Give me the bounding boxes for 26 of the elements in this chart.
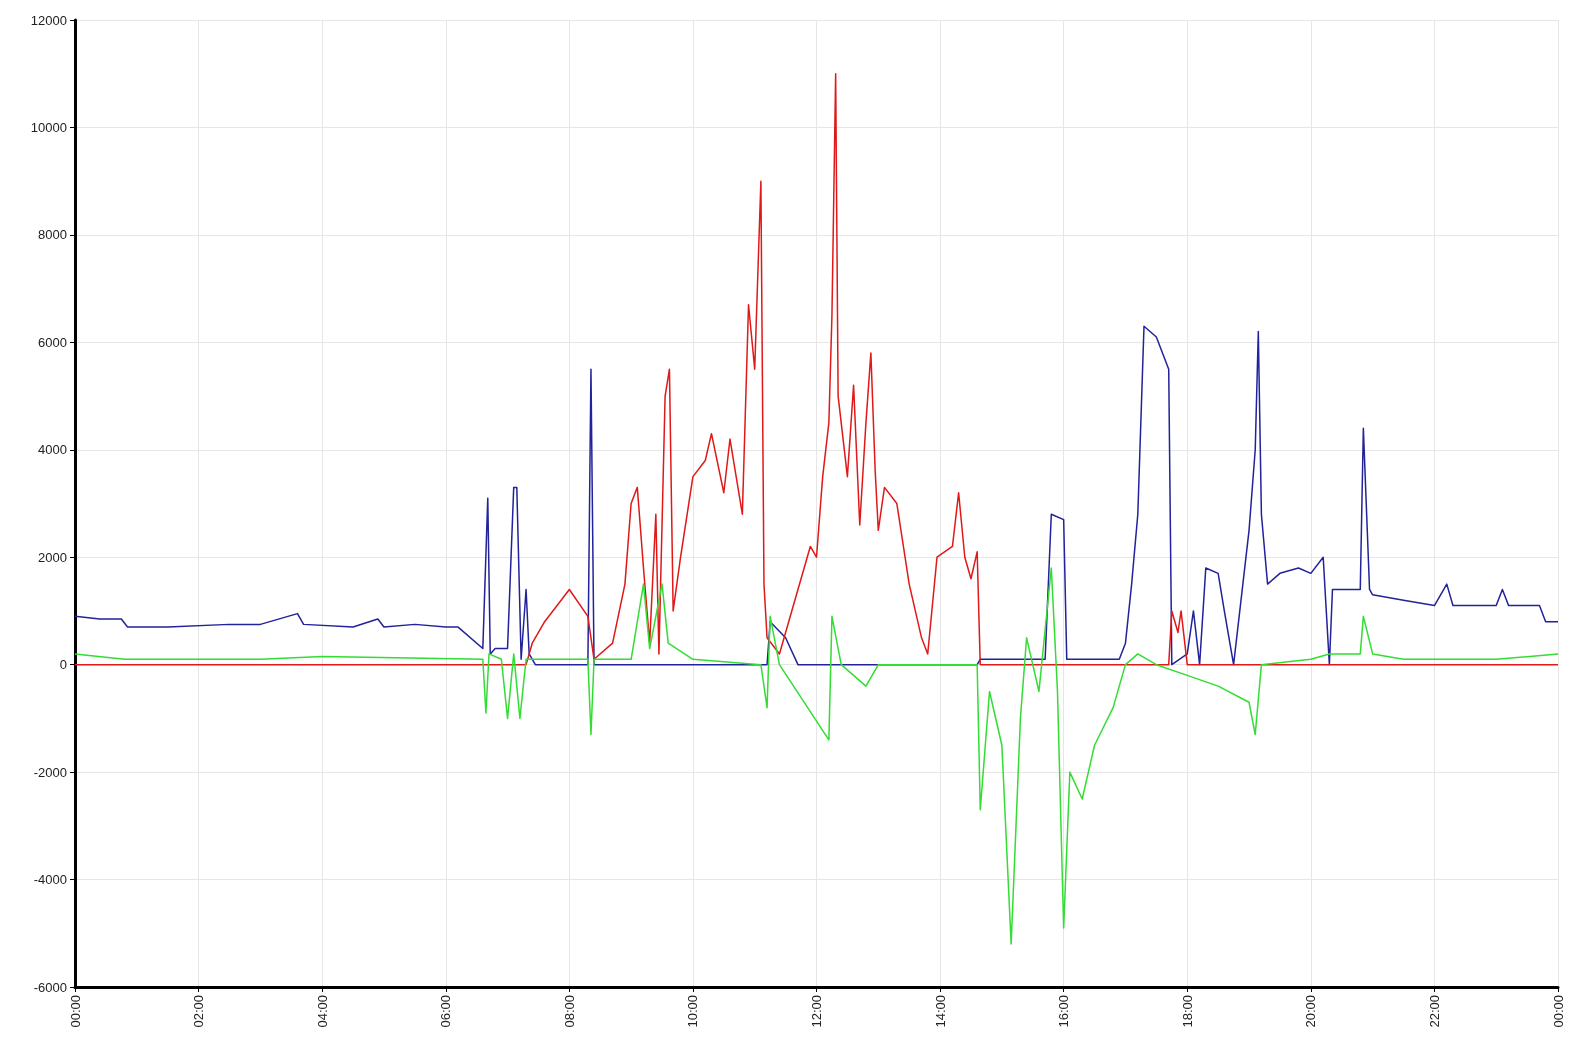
y-tick-label: 10000 (30, 119, 67, 135)
line-series (74, 325, 1559, 666)
x-tick-label: 16:00 (1056, 995, 1072, 1028)
y-tick-label: -4000 (33, 872, 67, 888)
line-series (74, 72, 1559, 666)
x-tick-label: 06:00 (438, 995, 454, 1028)
y-tick-label: -6000 (33, 979, 67, 995)
x-tick-label: 12:00 (809, 995, 824, 1028)
y-tick-label: 8000 (38, 227, 67, 243)
x-tick-label: 20:00 (1303, 995, 1319, 1028)
x-tick-label: 10:00 (685, 995, 701, 1028)
x-tick-label: 00:00 (67, 995, 83, 1028)
y-tick-label: 0 (59, 657, 67, 673)
y-tick-label: -2000 (33, 764, 67, 780)
y-tick-label: 4000 (38, 442, 67, 458)
x-tick-label: 18:00 (1179, 995, 1195, 1028)
x-tick-label: 14:00 (932, 995, 948, 1028)
y-tick-label: 2000 (38, 549, 67, 565)
x-tick-label: 00:00 (1550, 995, 1566, 1028)
x-tick-label: 02:00 (191, 995, 207, 1028)
x-tick-label: 04:00 (314, 995, 330, 1028)
x-tick-label: 08:00 (561, 995, 577, 1028)
y-tick-label: 12000 (30, 12, 67, 28)
y-tick-label: 6000 (38, 334, 67, 350)
line-series (74, 567, 1559, 945)
x-tick-label: 22:00 (1426, 995, 1442, 1028)
